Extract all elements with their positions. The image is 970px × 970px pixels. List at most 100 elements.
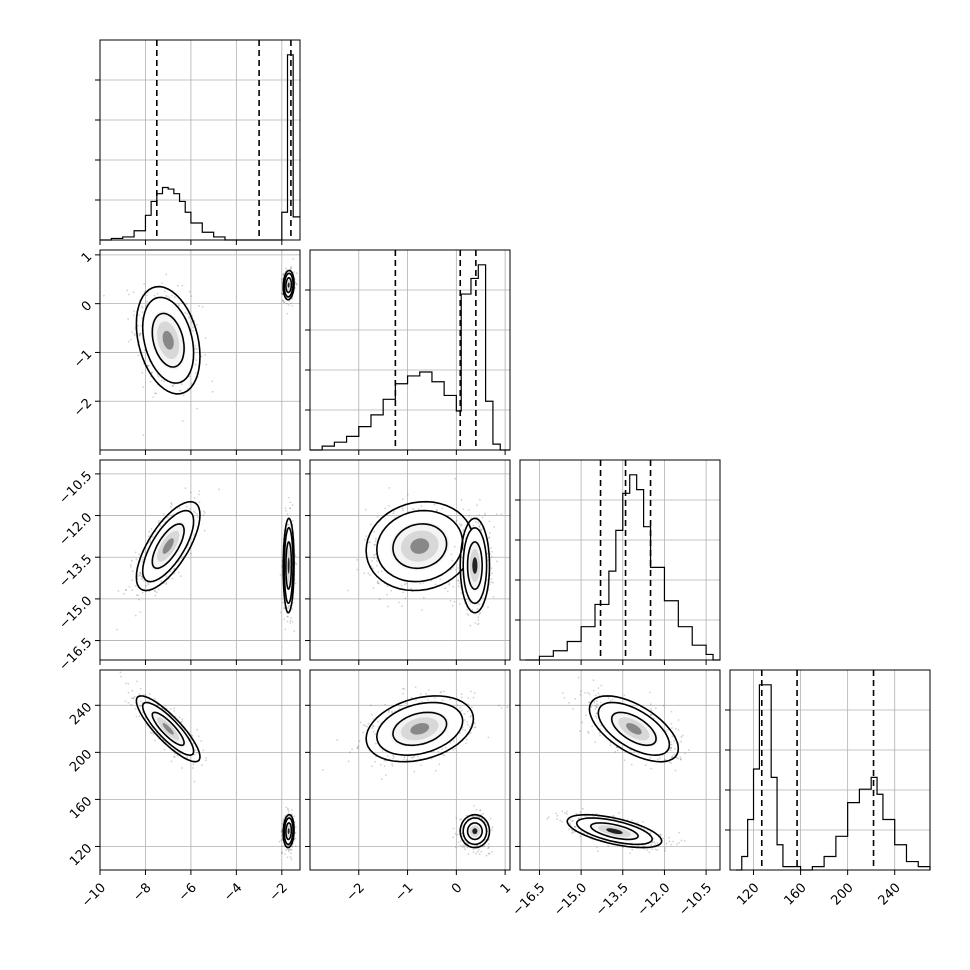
sample-point [370, 565, 373, 567]
panel-frame [309, 249, 511, 451]
sample-point [386, 593, 389, 596]
sample-point [487, 606, 489, 608]
sample-point [356, 747, 359, 750]
sample-point [286, 808, 289, 811]
sample-point [488, 583, 491, 586]
sample-point [477, 521, 479, 524]
sample-point [478, 816, 480, 819]
sample-point [434, 769, 437, 772]
sample-point [670, 746, 673, 749]
sample-point [286, 620, 289, 623]
sample-point [376, 580, 379, 583]
sample-point [670, 743, 673, 746]
sample-point [455, 817, 458, 819]
sample-point [139, 332, 142, 335]
histogram-p3 [525, 474, 720, 661]
sample-point [131, 689, 134, 692]
sample-point [616, 749, 619, 752]
sample-point [452, 567, 455, 569]
sample-point [472, 524, 475, 527]
sample-point [456, 704, 459, 707]
sample-point [170, 505, 172, 508]
contour-line [459, 813, 491, 849]
contour-line [135, 695, 201, 763]
sample-point [487, 847, 489, 850]
sample-point [165, 273, 168, 276]
sample-point [459, 840, 462, 843]
sample-point [146, 300, 148, 303]
sample-point [140, 305, 143, 308]
sample-point [609, 744, 612, 747]
sample-point [293, 630, 296, 632]
sample-point [181, 420, 184, 423]
sample-point [437, 750, 440, 753]
sample-point [474, 726, 477, 728]
sample-point [363, 572, 365, 574]
sample-point [152, 396, 155, 398]
sample-point [596, 703, 598, 706]
panel-2-2 [515, 459, 721, 665]
sample-point [169, 708, 172, 710]
sample-point [490, 567, 493, 570]
sample-point [285, 849, 287, 852]
sample-point [294, 582, 297, 585]
sample-point [181, 720, 184, 723]
sample-point [138, 333, 141, 335]
sample-point [391, 763, 393, 765]
sample-point [495, 513, 498, 515]
sample-point [377, 720, 379, 723]
sample-point [373, 543, 376, 546]
sample-point [178, 507, 181, 510]
sample-point [205, 363, 208, 366]
sample-point [138, 553, 141, 556]
histogram-p4 [735, 684, 931, 871]
sample-point [600, 724, 602, 727]
sample-point [281, 845, 283, 848]
sample-point [438, 763, 441, 766]
sample-point [466, 723, 469, 726]
sample-point [165, 295, 168, 297]
scatter-3-1 [322, 686, 509, 857]
sample-point [194, 344, 197, 347]
sample-point [131, 589, 134, 592]
sample-point [487, 537, 490, 540]
sample-point [138, 598, 140, 601]
sample-point [594, 694, 597, 697]
sample-point [134, 708, 137, 710]
sample-point [284, 267, 287, 270]
sample-point [457, 579, 460, 582]
sample-point [287, 810, 290, 813]
sample-point [147, 583, 150, 586]
sample-point [460, 709, 463, 712]
contour-line [135, 500, 201, 592]
contour-line [392, 523, 448, 570]
sample-point [290, 302, 293, 305]
sample-point [378, 582, 380, 585]
sample-point [671, 727, 673, 729]
sample-point [373, 554, 375, 557]
sample-point [336, 739, 339, 741]
sample-point [282, 299, 284, 302]
sample-point [491, 572, 493, 575]
sample-point [376, 516, 379, 518]
sample-point [463, 713, 466, 715]
sample-point [291, 809, 293, 811]
sample-point [369, 704, 372, 707]
sample-point [193, 780, 196, 783]
sample-point [173, 756, 176, 758]
density-fill [472, 557, 478, 574]
histogram-p2 [310, 264, 510, 451]
sample-point [457, 567, 460, 569]
sample-point [182, 394, 185, 397]
sample-point [176, 754, 179, 757]
sample-point [598, 731, 601, 734]
sample-point [614, 751, 617, 753]
sample-point [139, 571, 142, 574]
sample-point [386, 755, 389, 757]
sample-point [151, 535, 154, 538]
sample-point [465, 738, 468, 741]
sample-point [289, 267, 292, 270]
sample-point [195, 323, 198, 326]
sample-point [179, 389, 182, 392]
sample-point [157, 521, 160, 524]
